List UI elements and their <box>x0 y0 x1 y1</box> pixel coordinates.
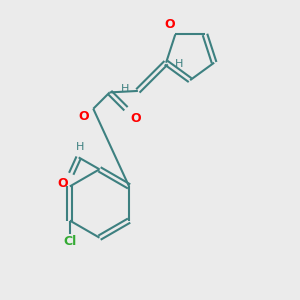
Text: O: O <box>164 19 175 32</box>
Text: H: H <box>121 84 129 94</box>
Text: O: O <box>58 177 68 190</box>
Text: H: H <box>175 59 183 69</box>
Text: H: H <box>76 142 84 152</box>
Text: O: O <box>130 112 141 125</box>
Text: Cl: Cl <box>63 236 76 248</box>
Text: O: O <box>78 110 89 123</box>
